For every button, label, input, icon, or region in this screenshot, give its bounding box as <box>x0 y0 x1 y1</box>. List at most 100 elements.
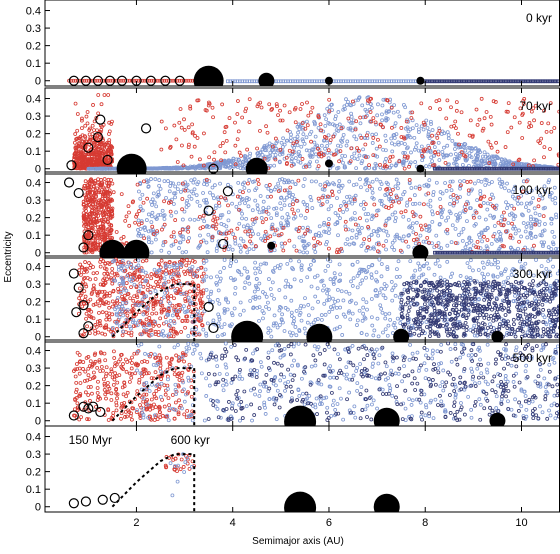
planetesimal-point <box>150 273 153 276</box>
planetesimal-point <box>148 316 151 319</box>
planetesimal-point <box>506 131 509 134</box>
planetesimal-point <box>385 240 388 243</box>
planetesimal-point <box>364 183 367 186</box>
planetesimal-point <box>238 151 241 154</box>
planetesimal-point <box>390 126 393 129</box>
planetesimal-point <box>99 265 102 268</box>
planetesimal-point <box>453 147 456 150</box>
planetesimal-point <box>540 137 543 140</box>
planetesimal-point <box>216 217 219 220</box>
planetesimal-point <box>486 208 489 211</box>
planetesimal-point <box>355 138 358 141</box>
planetesimal-point <box>505 207 508 210</box>
planetesimal-point <box>554 202 557 205</box>
planetesimal-point <box>213 151 216 154</box>
planetesimal-point <box>283 199 286 202</box>
planetesimal-point <box>338 180 341 183</box>
planetesimal-point <box>80 117 83 120</box>
planetesimal-point <box>479 204 482 207</box>
planetesimal-point <box>413 194 416 197</box>
planetesimal-point <box>386 334 389 337</box>
planetesimal-point <box>234 144 237 147</box>
planetesimal-point <box>478 118 481 121</box>
planetesimal-point <box>518 260 521 263</box>
planetesimal-point <box>158 280 161 283</box>
planetesimal-point <box>85 317 88 320</box>
planetesimal-point <box>227 183 230 186</box>
planetesimal-point <box>542 156 545 159</box>
planetesimal-point <box>455 101 458 104</box>
planetesimal-point <box>261 317 264 320</box>
planetesimal-point <box>151 198 154 201</box>
planetesimal-point <box>320 318 323 321</box>
planetesimal-point <box>249 235 252 238</box>
planetesimal-point <box>296 135 299 138</box>
planetesimal-point <box>456 132 459 135</box>
planetesimal-point <box>241 212 244 215</box>
planetesimal-point <box>97 178 100 181</box>
planetesimal-point <box>105 324 108 327</box>
planetesimal-point <box>112 191 115 194</box>
planetesimal-point <box>469 259 472 262</box>
planetesimal-point <box>489 214 492 217</box>
planetesimal-point <box>107 94 110 97</box>
planetesimal-point <box>493 263 496 266</box>
planetesimal-point <box>426 236 429 239</box>
planetesimal-point <box>189 273 192 276</box>
planetesimal-point <box>172 202 175 205</box>
planetesimal-point <box>305 136 308 139</box>
planetesimal-point <box>420 102 423 105</box>
planetesimal-point <box>531 247 534 250</box>
planetesimal-point <box>376 138 379 141</box>
planetesimal-point <box>327 149 330 152</box>
planetesimal-point <box>460 231 463 234</box>
planetesimal-point <box>185 206 188 209</box>
planetesimal-point <box>88 332 91 335</box>
planetesimal-point <box>460 111 463 114</box>
planetesimal-point <box>167 280 170 283</box>
planetesimal-point <box>397 201 400 204</box>
planetesimal-point <box>265 217 268 220</box>
planetesimal-point <box>217 198 220 201</box>
planetesimal-point <box>290 311 293 314</box>
planetesimal-point <box>162 244 165 247</box>
planetesimal-point <box>354 302 357 305</box>
planetesimal-point <box>105 318 108 321</box>
planetesimal-point <box>193 218 196 221</box>
planetesimal-point <box>184 326 187 329</box>
planetesimal-point <box>236 227 239 230</box>
planetesimal-point <box>319 183 322 186</box>
planetesimal-point <box>338 208 341 211</box>
planetesimal-point <box>431 160 434 163</box>
planetesimal-point <box>415 142 418 145</box>
planetesimal-point <box>421 159 424 162</box>
planetesimal-point <box>173 297 176 300</box>
planetesimal-point <box>370 297 373 300</box>
planetesimal-point <box>481 240 484 243</box>
planetesimal-point <box>298 236 301 239</box>
planetesimal-point <box>247 189 250 192</box>
planetesimal-point <box>288 149 291 152</box>
planetesimal-point <box>284 242 287 245</box>
y-tick-label: 0.4 <box>26 6 41 18</box>
planetesimal-point <box>381 311 384 314</box>
planetesimal-point <box>377 234 380 237</box>
giant-planet-point <box>246 158 268 180</box>
planetesimal-point <box>372 117 375 120</box>
planetesimal-point <box>553 235 556 238</box>
planetesimal-point <box>256 147 259 150</box>
planetesimal-point <box>259 263 262 266</box>
planetesimal-point <box>400 141 403 144</box>
planetesimal-point <box>365 333 368 336</box>
planetesimal-point <box>403 190 406 193</box>
planetesimal-point <box>155 312 158 315</box>
planetesimal-point <box>431 129 434 132</box>
planetesimal-point <box>339 273 342 276</box>
planetesimal-point <box>291 208 294 211</box>
planetesimal-point <box>103 272 106 275</box>
planetesimal-point <box>280 141 283 144</box>
planetesimal-point <box>345 290 348 293</box>
planetesimal-point <box>150 251 153 254</box>
planetesimal-point <box>435 181 438 184</box>
planetesimal-point <box>446 260 449 263</box>
